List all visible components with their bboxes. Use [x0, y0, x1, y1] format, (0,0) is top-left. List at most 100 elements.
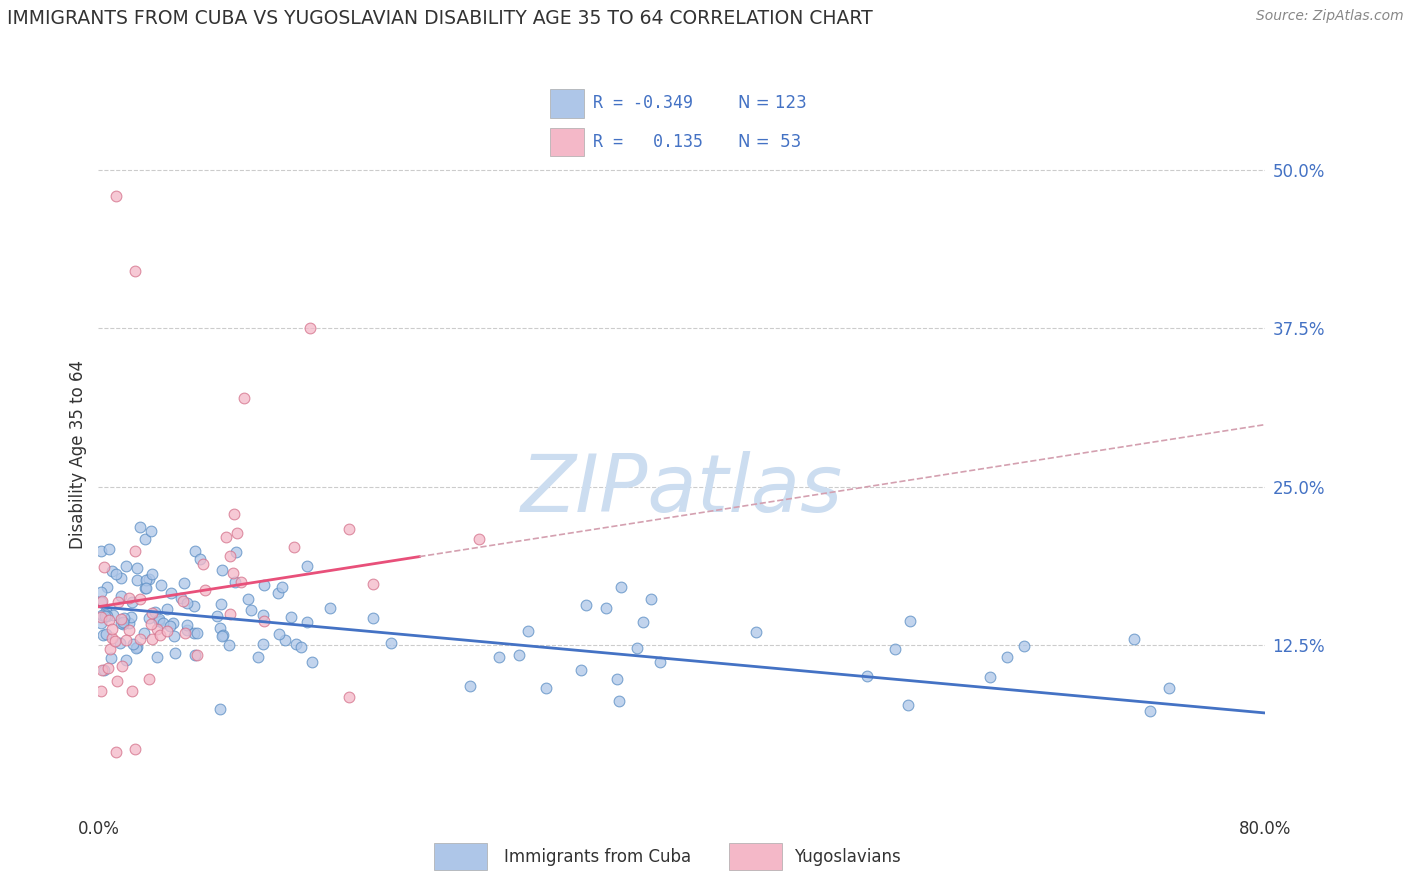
- Point: [218, 607, 240, 622]
- Point: [165, 646, 187, 660]
- Point: [110, 571, 132, 585]
- Point: [124, 741, 146, 756]
- Point: [193, 582, 215, 597]
- Point: [595, 601, 617, 615]
- Point: [124, 264, 146, 278]
- FancyBboxPatch shape: [550, 89, 583, 118]
- Point: [290, 640, 312, 654]
- Point: [205, 609, 228, 624]
- Point: [91, 608, 114, 623]
- Point: [129, 592, 152, 607]
- Point: [186, 626, 208, 640]
- Point: [191, 557, 214, 571]
- Text: 0.0%: 0.0%: [77, 820, 120, 838]
- Point: [141, 524, 163, 538]
- Point: [118, 616, 141, 631]
- Point: [148, 615, 170, 629]
- Point: [117, 591, 139, 605]
- Point: [94, 604, 117, 618]
- Point: [141, 617, 163, 632]
- Point: [141, 566, 163, 581]
- Point: [104, 633, 127, 648]
- Point: [127, 561, 149, 575]
- Point: [225, 544, 247, 558]
- Point: [186, 648, 208, 662]
- Point: [125, 640, 148, 655]
- Point: [508, 648, 530, 662]
- Point: [274, 632, 297, 647]
- Point: [516, 624, 538, 638]
- Text: Yugoslavians: Yugoslavians: [794, 847, 901, 865]
- Point: [97, 661, 120, 675]
- Point: [184, 543, 207, 558]
- Point: [115, 633, 138, 648]
- Point: [209, 702, 232, 716]
- Text: R = -0.349: R = -0.349: [593, 95, 693, 112]
- Point: [295, 558, 318, 573]
- Point: [114, 558, 136, 573]
- Point: [285, 636, 308, 650]
- Point: [141, 607, 163, 621]
- Point: [1157, 681, 1180, 695]
- Point: [159, 619, 181, 633]
- Point: [176, 624, 198, 638]
- FancyBboxPatch shape: [728, 843, 782, 870]
- Point: [173, 576, 195, 591]
- Point: [301, 655, 323, 669]
- Text: N = 123: N = 123: [738, 95, 807, 112]
- Point: [129, 632, 152, 646]
- Point: [94, 607, 117, 621]
- Point: [124, 544, 146, 558]
- Point: [174, 625, 197, 640]
- Point: [240, 603, 263, 617]
- Point: [111, 659, 134, 673]
- Point: [575, 599, 598, 613]
- Point: [121, 595, 143, 609]
- Text: Immigrants from Cuba: Immigrants from Cuba: [505, 847, 692, 865]
- Point: [101, 607, 124, 622]
- Point: [233, 391, 256, 405]
- Point: [135, 582, 157, 596]
- Point: [91, 664, 114, 678]
- Point: [138, 572, 160, 586]
- Point: [190, 552, 212, 566]
- Point: [468, 532, 491, 546]
- Point: [361, 611, 384, 625]
- Point: [110, 612, 132, 626]
- Point: [149, 577, 172, 591]
- Text: IMMIGRANTS FROM CUBA VS YUGOSLAVIAN DISABILITY AGE 35 TO 64 CORRELATION CHART: IMMIGRANTS FROM CUBA VS YUGOSLAVIAN DISA…: [7, 9, 873, 28]
- Point: [107, 595, 129, 609]
- Point: [252, 607, 274, 622]
- Point: [100, 641, 122, 656]
- Point: [101, 632, 124, 646]
- Point: [648, 655, 671, 669]
- Point: [111, 615, 134, 629]
- Text: Source: ZipAtlas.com: Source: ZipAtlas.com: [1256, 9, 1403, 23]
- Point: [269, 627, 291, 641]
- FancyBboxPatch shape: [550, 128, 583, 156]
- Point: [607, 694, 630, 708]
- Point: [121, 684, 143, 698]
- Text: N =  53: N = 53: [738, 133, 801, 151]
- Point: [120, 610, 142, 624]
- Point: [110, 615, 132, 630]
- Point: [90, 544, 112, 558]
- Point: [121, 637, 143, 651]
- Point: [246, 649, 269, 664]
- Point: [104, 188, 127, 202]
- Point: [91, 628, 114, 642]
- Point: [97, 613, 120, 627]
- Point: [897, 698, 920, 712]
- Point: [183, 648, 205, 662]
- FancyBboxPatch shape: [433, 843, 486, 870]
- Point: [209, 621, 232, 635]
- Point: [236, 592, 259, 607]
- Point: [100, 622, 122, 636]
- Point: [253, 615, 276, 629]
- Point: [1123, 632, 1146, 647]
- Point: [856, 669, 879, 683]
- Point: [224, 575, 246, 590]
- Point: [1012, 640, 1035, 654]
- Point: [488, 649, 510, 664]
- Point: [100, 650, 122, 665]
